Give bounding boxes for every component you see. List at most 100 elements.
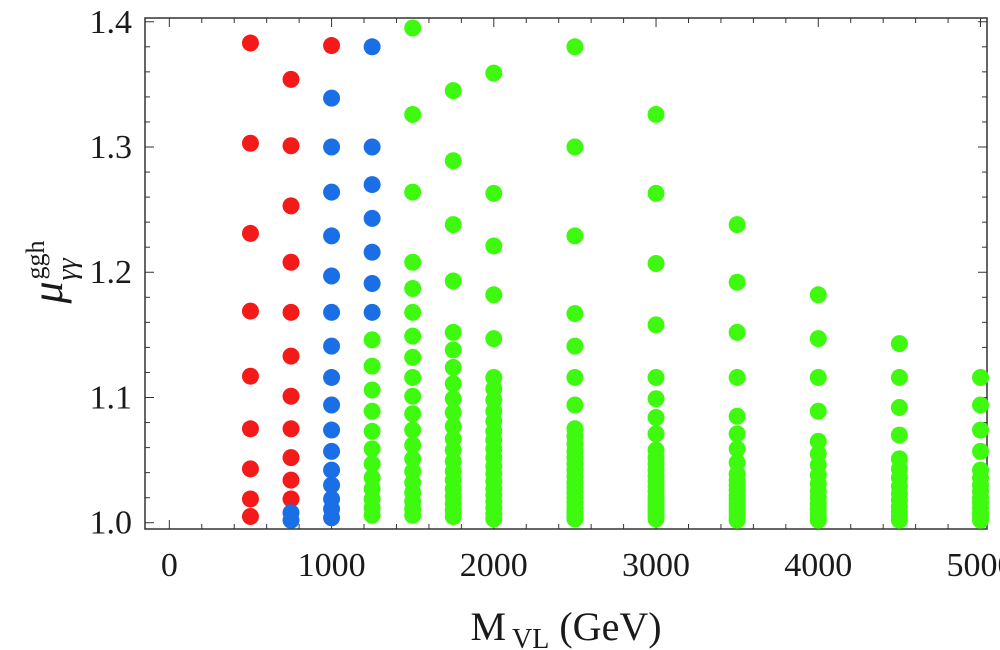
green-data-point [363,422,381,440]
x-tick-label: 3000 [622,547,690,584]
green-data-point [647,390,665,408]
svg-text:μgghγγ: μgghγγ [21,240,83,304]
green-data-point [728,273,746,291]
green-data-point [363,357,381,375]
green-data-point [404,421,422,439]
green-data-point [444,417,462,435]
blue-data-point [363,38,381,56]
x-tick-label: 0 [161,547,178,584]
red-data-point [241,134,259,152]
green-data-point [972,368,990,386]
green-data-point [728,216,746,234]
red-data-point [241,302,259,320]
green-data-point [444,216,462,234]
green-data-point [809,286,827,304]
x-axis-label-subscript: VL [512,624,549,650]
green-data-point [404,303,422,321]
green-data-point [404,327,422,345]
green-data-point [485,64,503,82]
green-data-point [404,506,422,524]
red-data-point [282,137,300,155]
blue-data-point [323,138,341,156]
blue-data-point [323,267,341,285]
green-data-point [404,105,422,123]
green-data-point [728,323,746,341]
green-data-point [444,272,462,290]
green-data-point [444,152,462,170]
green-data-point [404,387,422,405]
x-tick-label: 5000 [947,547,1000,584]
green-data-point [404,348,422,366]
y-axis-label-superscript: ggh [21,240,50,279]
green-data-point [363,440,381,458]
green-data-point [566,368,584,386]
blue-data-point [323,337,341,355]
x-tick-label: 1000 [298,547,366,584]
y-axis-label-subscript: γγ [52,257,83,280]
blue-data-point [363,303,381,321]
red-data-point [241,367,259,385]
green-data-point [444,390,462,408]
y-axis-ticks: 1.0 1.1 1.2 1.3 1.4 [90,4,987,542]
y-tick-label: 1.1 [90,379,133,416]
green-data-point [404,436,422,454]
x-tick-label: 2000 [460,547,528,584]
green-data-point [972,421,990,439]
green-data-point [728,407,746,425]
red-data-point [282,387,300,405]
green-data-point [444,375,462,393]
green-data-point [444,404,462,422]
green-data-point [485,330,503,348]
green-data-point [809,368,827,386]
blue-data-point [323,89,341,107]
green-data-point [566,510,584,528]
green-data-point [728,368,746,386]
blue-data-point [323,227,341,245]
green-data-point [404,405,422,423]
red-data-point [282,303,300,321]
green-data-point [890,368,908,386]
red-data-point [282,197,300,215]
green-data-point [728,440,746,458]
green-data-point [890,399,908,417]
green-data-point [809,432,827,450]
y-tick-label: 1.3 [90,129,133,166]
red-data-point [282,490,300,508]
green-data-point [809,330,827,348]
y-axis-label-symbol: μ [23,281,72,304]
red-data-point [241,490,259,508]
y-tick-label: 1.4 [90,4,133,41]
green-data-point [444,341,462,359]
green-data-point [647,254,665,272]
green-data-point [566,38,584,56]
blue-data-point [323,461,341,479]
green-data-point [363,381,381,399]
green-data-point [444,82,462,100]
green-data-point [404,19,422,37]
green-data-point [972,396,990,414]
red-data-point [241,420,259,438]
green-data-point [647,368,665,386]
red-data-point [282,70,300,88]
green-data-point [404,368,422,386]
green-data-point [404,450,422,468]
blue-data-point [323,509,341,527]
y-tick-label: 1.2 [90,254,133,291]
x-tick-label: 4000 [784,547,852,584]
blue-data-point [323,183,341,201]
data-points [241,19,990,529]
y-tick-label: 1.0 [90,505,133,542]
x-axis-ticks: 0 1000 2000 3000 4000 5000 [161,18,1000,584]
green-data-point [404,183,422,201]
blue-data-point [363,138,381,156]
green-data-point [647,105,665,123]
green-data-point [890,335,908,353]
green-data-point [444,507,462,525]
red-data-point [241,34,259,52]
red-data-point [282,420,300,438]
x-axis-label: M VL (GeV) [470,604,661,650]
red-data-point [282,253,300,271]
green-data-point [404,280,422,298]
green-data-point [485,237,503,255]
